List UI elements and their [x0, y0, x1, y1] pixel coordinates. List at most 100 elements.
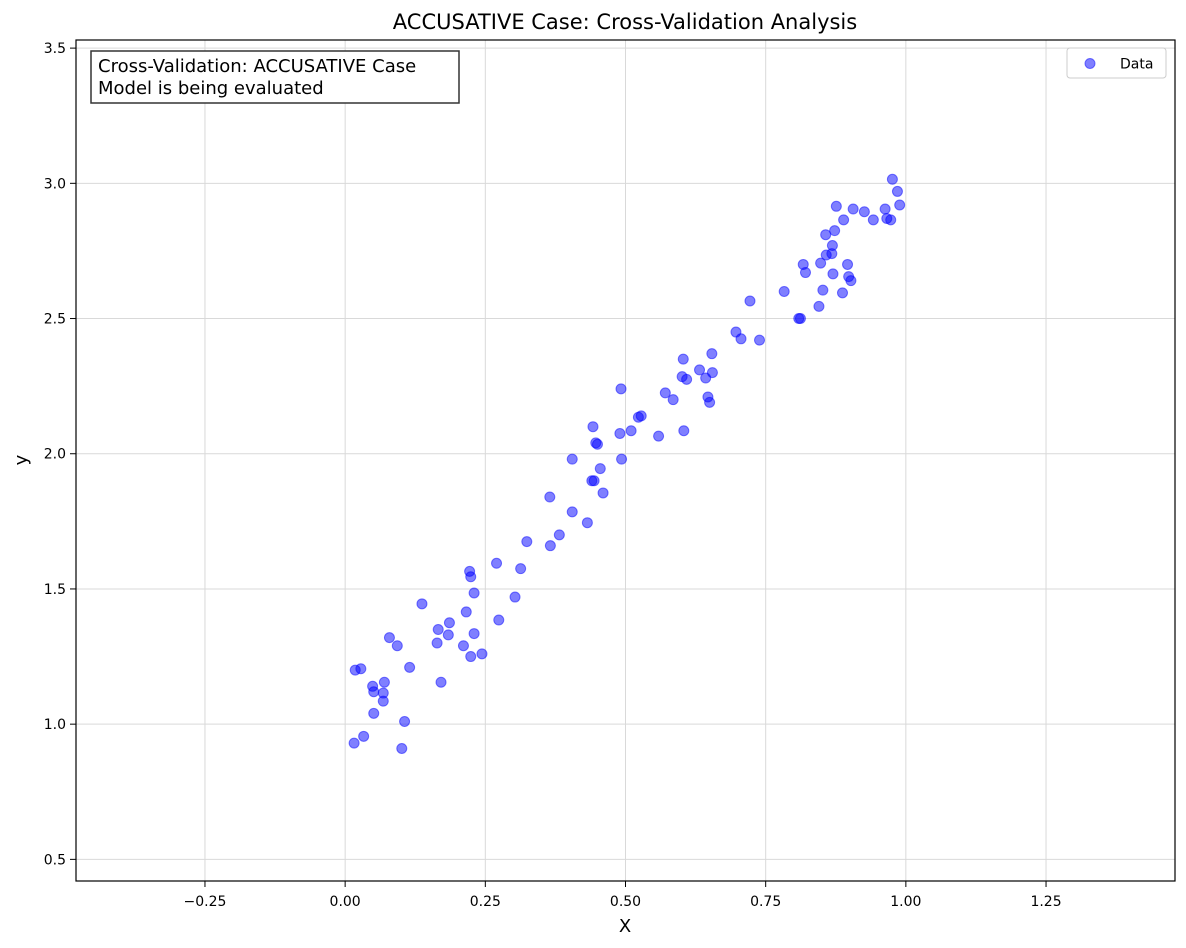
data-point [826, 240, 838, 252]
data-point [597, 487, 609, 499]
data-point [383, 632, 395, 644]
data-point [778, 285, 790, 297]
data-point [704, 396, 716, 408]
data-point [404, 661, 416, 673]
data-point [625, 425, 637, 437]
data-point [553, 529, 565, 541]
grid-lines [76, 40, 1175, 881]
data-point [845, 275, 857, 287]
data-point [867, 214, 879, 226]
data-point [368, 686, 380, 698]
data-point [678, 425, 690, 437]
data-point [838, 214, 850, 226]
data-point [588, 475, 600, 487]
data-point [491, 557, 503, 569]
data-point [521, 536, 533, 548]
data-point [842, 258, 854, 270]
data-point [465, 651, 477, 663]
data-point [694, 364, 706, 376]
y-axis-label: y [11, 454, 32, 465]
data-point [396, 742, 408, 754]
data-point [416, 598, 428, 610]
data-point [635, 410, 647, 422]
x-tick-label: 0.25 [470, 894, 501, 910]
x-tick-label: 1.25 [1030, 894, 1061, 910]
data-point [460, 606, 472, 618]
data-point [443, 617, 455, 629]
y-tick-label: 3.5 [44, 41, 66, 57]
data-point [817, 284, 829, 296]
data-point [431, 637, 443, 649]
data-point [515, 563, 527, 575]
data-point [615, 383, 627, 395]
data-point [799, 267, 811, 279]
data-point [659, 387, 671, 399]
data-point [544, 540, 556, 552]
data-point [594, 463, 606, 475]
annotation-line-1: Cross-Validation: ACCUSATIVE Case [98, 56, 416, 77]
data-point [830, 200, 842, 212]
x-tick-label: 0.00 [330, 894, 361, 910]
data-point [493, 614, 505, 626]
data-point [476, 648, 488, 660]
annotation-line-2: Model is being evaluated [98, 78, 324, 99]
y-tick-label: 1.5 [44, 582, 66, 598]
data-point [348, 737, 360, 749]
data-point [891, 185, 903, 197]
x-tick-label: 1.00 [890, 894, 921, 910]
data-point [432, 624, 444, 636]
data-point [653, 430, 665, 442]
data-point [377, 695, 389, 707]
data-point [827, 268, 839, 280]
data-point [706, 348, 718, 360]
data-point [435, 676, 447, 688]
data-point [468, 587, 480, 599]
legend-marker [1084, 58, 1096, 69]
x-tick-label: 0.50 [610, 894, 641, 910]
data-point [391, 640, 403, 652]
data-point [813, 300, 825, 312]
data-point [836, 287, 848, 299]
data-point [894, 199, 906, 211]
data-point [667, 394, 679, 406]
data-point [566, 506, 578, 518]
data-point [858, 206, 870, 218]
data-point [465, 571, 477, 583]
chart-title: ACCUSATIVE Case: Cross-Validation Analys… [393, 10, 857, 34]
data-point [879, 203, 891, 215]
data-point [355, 663, 367, 675]
y-tick-label: 2.0 [44, 447, 66, 463]
data-point [378, 676, 390, 688]
data-point [399, 715, 411, 727]
data-point [677, 353, 689, 365]
data-point [706, 367, 718, 379]
data-point [581, 517, 593, 529]
data-point [368, 707, 380, 719]
data-point [616, 453, 628, 465]
data-point [614, 427, 626, 439]
data-point [442, 629, 454, 641]
x-axis-label: X [619, 916, 631, 937]
data-point [815, 257, 827, 269]
y-tick-label: 3.0 [44, 176, 66, 192]
data-point [591, 438, 603, 450]
data-point [794, 313, 806, 325]
data-point [457, 640, 469, 652]
annotation-box: Cross-Validation: ACCUSATIVE Case Model … [90, 50, 460, 104]
legend-label: Data [1120, 57, 1153, 73]
y-tick-label: 2.5 [44, 312, 66, 328]
data-point [509, 591, 521, 603]
y-axis-ticks: 0.5 1.0 1.5 2.0 2.5 3.0 3.5 [44, 41, 76, 868]
data-point [587, 421, 599, 433]
x-axis-ticks: −0.25 0.00 0.25 0.50 0.75 1.00 1.25 [184, 881, 1062, 910]
x-tick-label: −0.25 [184, 894, 227, 910]
x-tick-label: 0.75 [750, 894, 781, 910]
data-point [754, 334, 766, 346]
data-point [566, 453, 578, 465]
data-point [886, 173, 898, 185]
data-point [820, 229, 832, 241]
data-point [847, 203, 859, 215]
data-point [744, 295, 756, 307]
data-point [885, 214, 897, 226]
